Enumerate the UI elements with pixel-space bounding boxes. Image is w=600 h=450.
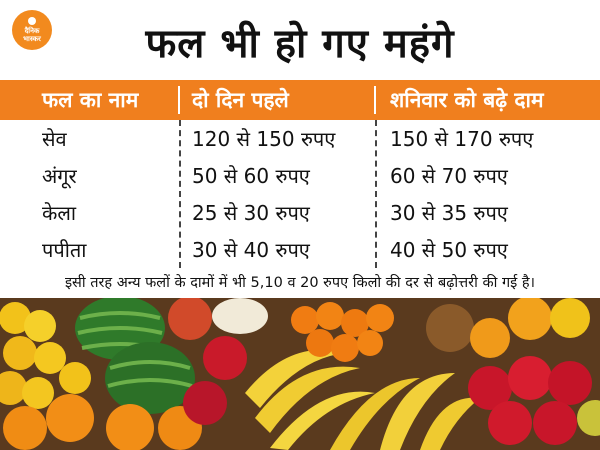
cell-old-price: 30 से 40 रुपए xyxy=(192,238,310,262)
footnote: इसी तरह अन्य फलों के दामों में भी 5,10 व… xyxy=(64,275,536,291)
cell-fruit: केला xyxy=(42,201,77,225)
lemons-icon xyxy=(0,302,94,450)
logo-text-line2: भास्कर xyxy=(23,35,41,43)
column-divider xyxy=(179,120,181,268)
cell-old-price: 120 से 150 रुपए xyxy=(192,127,336,151)
watermelon-icon xyxy=(75,298,195,414)
fruit-stall-photo xyxy=(0,298,600,450)
column-divider xyxy=(375,120,377,268)
logo-sun-icon xyxy=(28,17,36,25)
table-body: सेव 120 से 150 रुपए 150 से 170 रुपए अंगू… xyxy=(0,120,600,268)
table-row: पपीता 30 से 40 रुपए 40 से 50 रुपए xyxy=(0,231,600,268)
cell-new-price: 60 से 70 रुपए xyxy=(390,164,508,188)
bananas-icon xyxy=(245,349,480,450)
cell-fruit: पपीता xyxy=(42,238,87,262)
table-header-row: फल का नाम दो दिन पहले शनिवार को बढ़े दाम xyxy=(0,80,600,120)
cell-old-price: 25 से 30 रुपए xyxy=(192,201,310,225)
price-table: फल का नाम दो दिन पहले शनिवार को बढ़े दाम… xyxy=(0,80,600,268)
cell-new-price: 150 से 170 रुपए xyxy=(390,127,534,151)
brand-logo: दैनिक भास्कर xyxy=(12,10,52,50)
table-row: केला 25 से 30 रुपए 30 से 35 रुपए xyxy=(0,194,600,231)
cell-new-price: 40 से 50 रुपए xyxy=(390,238,508,262)
page-title: फल भी हो गए महंगे xyxy=(145,21,455,67)
apples-icon xyxy=(468,356,600,445)
logo-text-line1: दैनिक xyxy=(24,27,40,35)
cell-fruit: अंगूर xyxy=(42,164,77,188)
header-saturday-prices: शनिवार को बढ़े दाम xyxy=(390,88,544,112)
cell-new-price: 30 से 35 रुपए xyxy=(390,201,508,225)
cell-old-price: 50 से 60 रुपए xyxy=(192,164,310,188)
table-row: अंगूर 50 से 60 रुपए 60 से 70 रुपए xyxy=(0,157,600,194)
oranges-icon xyxy=(291,302,394,362)
header-fruit-name: फल का नाम xyxy=(0,86,180,114)
table-row: सेव 120 से 150 रुपए 150 से 170 रुपए xyxy=(0,120,600,157)
header-two-days-ago: दो दिन पहले xyxy=(180,86,376,114)
cell-fruit: सेव xyxy=(42,127,67,151)
